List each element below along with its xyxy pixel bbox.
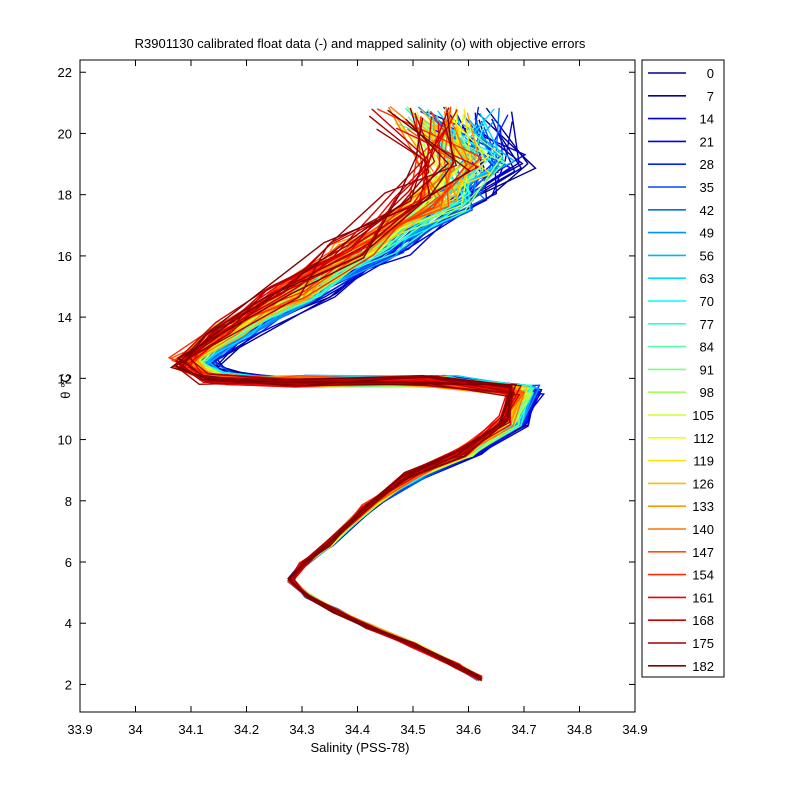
- legend-label: 147: [692, 545, 714, 560]
- legend-label: 70: [700, 294, 714, 309]
- y-tick-label: 22: [58, 65, 72, 80]
- legend-label: 84: [700, 340, 714, 355]
- y-tick-label: 12: [58, 371, 72, 386]
- legend-label: 0: [707, 66, 714, 81]
- legend-label: 182: [692, 659, 714, 674]
- legend-label: 14: [700, 112, 714, 127]
- legend-label: 28: [700, 157, 714, 172]
- x-tick-label: 34.9: [622, 722, 647, 737]
- profile-line-182: [169, 118, 513, 682]
- legend-label: 119: [693, 454, 714, 469]
- legend-label: 105: [692, 408, 714, 423]
- legend-label: 98: [700, 385, 714, 400]
- y-tick-label: 8: [65, 494, 72, 509]
- x-tick-label: 34.8: [567, 722, 592, 737]
- legend-label: 112: [693, 431, 714, 446]
- legend-label: 63: [700, 271, 714, 286]
- legend-label: 7: [707, 89, 714, 104]
- x-tick-label: 34.6: [456, 722, 481, 737]
- profile-line-182: [178, 113, 518, 677]
- legend-label: 175: [692, 636, 714, 651]
- y-axis-label: θ °C: [58, 373, 73, 398]
- x-tick-label: 34: [128, 722, 142, 737]
- legend-label: 42: [700, 203, 714, 218]
- axis-ticks: 33.9 34 34.1 34.2 34.3 34.4 34.5 34.6 34.7 34.8 34…: [58, 60, 648, 737]
- legend-label: 21: [700, 134, 714, 149]
- y-tick-label: 20: [58, 126, 72, 141]
- legend-label: 35: [700, 180, 714, 195]
- y-tick-label: 2: [65, 677, 72, 692]
- x-tick-label: 34.1: [178, 722, 203, 737]
- chart-title: R3901130 calibrated float data (-) and m…: [135, 36, 586, 51]
- y-tick-label: 16: [58, 249, 72, 264]
- legend-label: 91: [700, 362, 714, 377]
- legend: 0 7 14 21 28 35 42 49 56 63 70 77 84 91 98 105 112 119 126…: [641, 59, 725, 678]
- legend-label: 168: [692, 613, 714, 628]
- legend-label: 77: [700, 317, 714, 332]
- legend-label: 154: [692, 568, 714, 583]
- legend-label: 161: [692, 590, 714, 605]
- y-tick-label: 6: [65, 555, 72, 570]
- plot-lines-group: [167, 105, 546, 682]
- legend-label: 133: [692, 499, 714, 514]
- x-tick-label: 34.3: [289, 722, 314, 737]
- x-axis-label: Salinity (PSS-78): [311, 740, 410, 755]
- y-tick-label: 4: [65, 616, 72, 631]
- x-tick-label: 34.4: [345, 722, 370, 737]
- x-tick-label: 34.2: [234, 722, 259, 737]
- y-tick-label: 10: [58, 433, 72, 448]
- x-tick-label: 34.7: [511, 722, 536, 737]
- x-tick-label: 33.9: [67, 722, 92, 737]
- legend-label: 49: [700, 226, 714, 241]
- legend-label: 56: [700, 248, 714, 263]
- legend-label: 140: [692, 522, 714, 537]
- y-tick-label: 18: [58, 188, 72, 203]
- legend-label: 126: [692, 476, 714, 491]
- y-tick-label: 14: [58, 310, 72, 325]
- x-tick-label: 34.5: [400, 722, 425, 737]
